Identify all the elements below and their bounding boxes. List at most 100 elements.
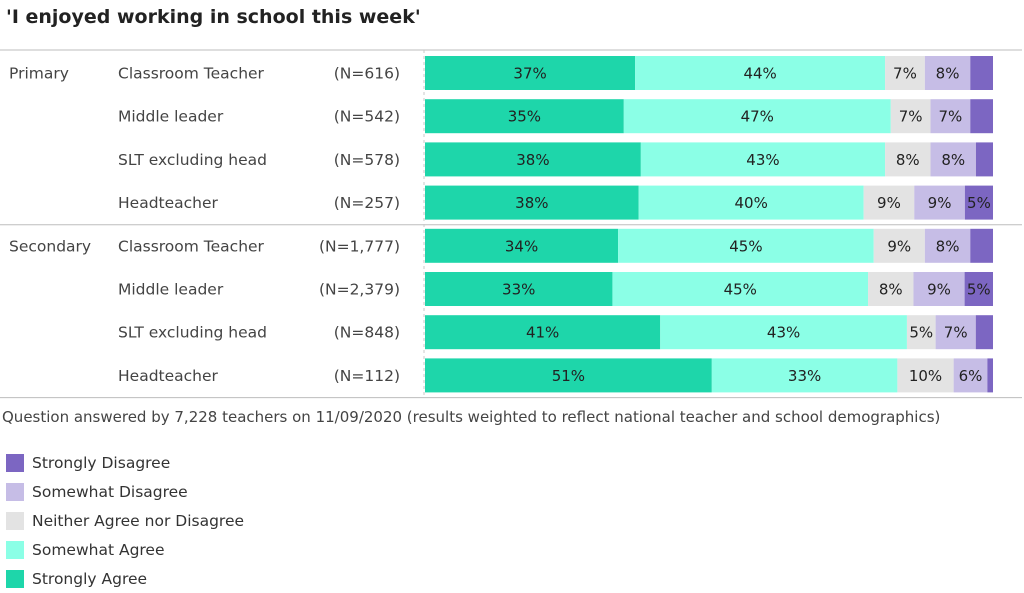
legend-swatch [6, 511, 24, 530]
data-label: 44% [743, 65, 776, 83]
row-sample-size: (N=257) [334, 194, 400, 212]
bar-segment-somewhat-disagree [924, 56, 971, 90]
data-label: 45% [729, 237, 762, 255]
group-label: Secondary [9, 237, 91, 255]
legend-item-somewhat-disagree: Somewhat Disagree [6, 477, 244, 506]
bar-segment-strongly-disagree [964, 272, 993, 306]
bar-segment-neither [906, 315, 936, 350]
row-sample-size: (N=616) [334, 65, 400, 83]
row-sample-size: (N=848) [334, 324, 400, 342]
chart-footnote: Question answered by 7,228 teachers on 1… [2, 408, 941, 426]
bar-segment-neither [885, 56, 925, 90]
row-label: SLT excluding head [118, 151, 267, 169]
bar-segment-strongly-disagree [987, 358, 993, 393]
legend-item-strongly-agree: Strongly Agree [6, 564, 244, 593]
bar-segment-strongly-agree [425, 185, 639, 220]
row-sample-size: (N=542) [334, 108, 400, 126]
legend-label: Somewhat Agree [32, 540, 165, 559]
data-label: 5% [967, 194, 991, 212]
data-label: 9% [928, 194, 952, 212]
data-label: 35% [508, 108, 541, 126]
legend-item-strongly-disagree: Strongly Disagree [6, 448, 244, 477]
data-label: 37% [513, 65, 546, 83]
legend-item-neither: Neither Agree nor Disagree [6, 506, 244, 535]
data-label: 33% [788, 367, 821, 385]
row-label: Middle leader [118, 108, 224, 126]
legend-item-somewhat-agree: Somewhat Agree [6, 535, 244, 564]
bar-segment-somewhat-disagree [930, 99, 971, 134]
data-label: 8% [936, 65, 960, 83]
data-label: 5% [967, 281, 991, 299]
bar-segment-somewhat-disagree [914, 185, 965, 220]
data-label: 43% [767, 324, 800, 342]
data-label: 8% [896, 151, 920, 169]
bar-segment-strongly-disagree [975, 142, 993, 177]
data-label: 6% [959, 367, 983, 385]
bar-segment-somewhat-agree [660, 315, 907, 350]
row-sample-size: (N=1,777) [319, 237, 400, 255]
bar-segment-neither [868, 272, 914, 306]
data-label: 7% [899, 108, 923, 126]
bar-segment-strongly-disagree [964, 185, 993, 220]
chart-title: 'I enjoyed working in school this week' [6, 6, 421, 28]
row-label: Middle leader [118, 281, 224, 299]
bar-segment-somewhat-agree [711, 358, 898, 393]
data-label: 34% [505, 237, 538, 255]
row-label: Headteacher [118, 367, 219, 385]
row-sample-size: (N=112) [334, 367, 400, 385]
bar-segment-somewhat-agree [635, 56, 886, 90]
bar-segment-somewhat-agree [612, 272, 869, 306]
bar-segment-neither [863, 185, 915, 220]
row-label: SLT excluding head [118, 324, 267, 342]
bar-segment-strongly-disagree [970, 56, 993, 90]
bar-segment-neither [890, 99, 931, 134]
stacked-bar-chart: Primary Classroom Teacher (N=616) 37% 44% 7% 8… [0, 49, 1022, 399]
bar-segment-strongly-agree [425, 228, 619, 263]
data-label: 8% [936, 237, 960, 255]
bar-segment-somewhat-agree [638, 185, 864, 220]
row-sample-size: (N=578) [334, 151, 400, 169]
data-label: 51% [552, 367, 585, 385]
chart-legend: Strongly Disagree Somewhat Disagree Neithe… [6, 448, 244, 593]
bar-segment-strongly-agree [425, 99, 624, 134]
data-label: 8% [879, 281, 903, 299]
bar-segment-neither [885, 142, 931, 177]
data-label: 38% [515, 194, 548, 212]
row-sample-size: (N=2,379) [319, 281, 400, 299]
data-label: 9% [927, 281, 951, 299]
data-label: 43% [746, 151, 779, 169]
bar-segment-somewhat-disagree [953, 358, 988, 393]
data-label: 7% [893, 65, 917, 83]
bar-segment-somewhat-disagree [924, 228, 971, 263]
data-label: 38% [516, 151, 549, 169]
bar-segment-neither [873, 228, 925, 263]
legend-swatch [6, 540, 24, 559]
data-label: 10% [909, 367, 942, 385]
bar-segment-somewhat-disagree [935, 315, 976, 350]
bar-segment-strongly-agree [425, 56, 636, 90]
data-label: 40% [735, 194, 768, 212]
bar-segment-strongly-disagree [970, 99, 993, 134]
data-label: 5% [909, 324, 933, 342]
bar-segment-strongly-disagree [970, 228, 993, 263]
bar-segment-strongly-agree [425, 272, 613, 306]
row-label: Headteacher [118, 194, 219, 212]
bar-segment-somewhat-agree [640, 142, 886, 177]
bar-segment-somewhat-disagree [930, 142, 976, 177]
data-label: 9% [877, 194, 901, 212]
data-label: 33% [502, 281, 535, 299]
legend-swatch [6, 569, 24, 588]
bar-segment-somewhat-agree [623, 99, 891, 134]
legend-swatch [6, 482, 24, 501]
row-label: Classroom Teacher [118, 237, 265, 255]
data-label: 7% [944, 324, 968, 342]
legend-swatch [6, 453, 24, 472]
legend-label: Strongly Agree [32, 569, 148, 588]
bar-segment-strongly-disagree [975, 315, 993, 350]
row-label: Classroom Teacher [118, 65, 265, 83]
data-label: 47% [741, 108, 774, 126]
legend-label: Somewhat Disagree [32, 482, 188, 501]
legend-label: Neither Agree nor Disagree [32, 511, 245, 530]
bar-segment-somewhat-agree [618, 228, 874, 263]
legend-label: Strongly Disagree [32, 453, 171, 472]
